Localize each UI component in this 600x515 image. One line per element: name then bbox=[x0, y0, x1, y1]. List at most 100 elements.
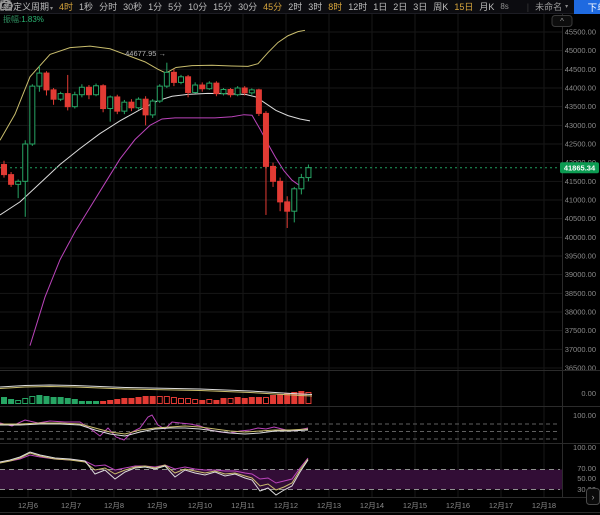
pane-axis-label: 100.00 bbox=[573, 411, 596, 420]
candle-body bbox=[50, 89, 57, 100]
volume-ma-white bbox=[0, 384, 313, 395]
chevron-up-icon: ^ bbox=[560, 17, 564, 26]
date-label: 12月9 bbox=[147, 501, 167, 510]
period-button-2日[interactable]: 2日 bbox=[393, 2, 408, 12]
candle-body bbox=[128, 101, 135, 109]
period-button-12时[interactable]: 12时 bbox=[348, 2, 368, 12]
workspace-name: 未命名 bbox=[535, 2, 563, 12]
candle-body bbox=[43, 72, 50, 91]
volume-bar bbox=[93, 401, 100, 404]
order-button[interactable]: 下单 bbox=[574, 0, 600, 14]
candle-body bbox=[156, 85, 163, 102]
price-axis-label: 44500.00 bbox=[565, 65, 596, 74]
price-axis-label: 39500.00 bbox=[565, 252, 596, 261]
candle-body bbox=[248, 89, 255, 94]
oscillator-magenta bbox=[0, 414, 309, 441]
chevron-down-icon: ▾ bbox=[50, 6, 54, 12]
price-axis-label: 36500.00 bbox=[565, 364, 596, 373]
candle-body bbox=[121, 101, 128, 112]
period-button-45分[interactable]: 45分 bbox=[263, 2, 283, 12]
candle-body bbox=[298, 177, 305, 190]
period-button-3时[interactable]: 3时 bbox=[308, 2, 323, 12]
band-upper_yellow bbox=[0, 29, 306, 141]
volume-bar bbox=[107, 400, 114, 404]
candle-body bbox=[8, 174, 15, 185]
volume-bar bbox=[71, 399, 78, 404]
candle-body bbox=[1, 164, 7, 176]
price-axis-label: 41500.00 bbox=[565, 177, 596, 186]
price-axis-label: 38000.00 bbox=[565, 308, 596, 317]
chevron-right-icon: › bbox=[592, 492, 595, 502]
candle-body bbox=[270, 165, 277, 182]
period-button-10分[interactable]: 10分 bbox=[188, 2, 208, 12]
volume-bar bbox=[36, 395, 43, 404]
date-label: 12月15 bbox=[403, 501, 427, 510]
volume-bar bbox=[50, 397, 57, 404]
volume-bar bbox=[277, 394, 284, 404]
period-button-15分[interactable]: 15分 bbox=[213, 2, 233, 12]
candle-body bbox=[185, 76, 192, 93]
candle-body bbox=[149, 100, 156, 116]
candle-body bbox=[305, 167, 312, 179]
period-button-30分[interactable]: 30分 bbox=[238, 2, 258, 12]
candle-body bbox=[192, 84, 199, 93]
period-button-15日[interactable]: 15日 bbox=[454, 2, 474, 12]
volume-bar bbox=[114, 399, 121, 404]
period-menu[interactable]: 自定义周期▾ bbox=[4, 0, 53, 13]
volume-bar bbox=[178, 398, 184, 404]
candle-body bbox=[93, 85, 100, 96]
candle-body bbox=[170, 71, 177, 83]
period-button-5分[interactable]: 5分 bbox=[168, 2, 183, 12]
band-middle_white bbox=[0, 92, 311, 216]
price-axis-label: 45000.00 bbox=[565, 46, 596, 55]
volume-bar bbox=[85, 401, 92, 404]
collapse-axis-button[interactable] bbox=[551, 15, 573, 27]
candle-body bbox=[22, 143, 29, 182]
period-button-4时[interactable]: 4时 bbox=[59, 2, 74, 12]
kdj-yellow bbox=[0, 452, 309, 491]
period-list: 4时 1秒 分时 30秒 1分 5分 10分 15分 30分 45分 2时 3时 8时 12时 1日 2日 3日… bbox=[59, 0, 500, 13]
period-button-分时[interactable]: 分时 bbox=[99, 2, 118, 12]
volume-bar bbox=[199, 400, 206, 404]
workspace-menu[interactable]: 未命名 ▾ bbox=[0, 0, 568, 13]
period-button-8时[interactable]: 8时 bbox=[328, 2, 343, 12]
high-annotation: 44677.95 → bbox=[125, 49, 166, 58]
candle-body bbox=[57, 93, 64, 100]
period-button-1分[interactable]: 1分 bbox=[148, 2, 163, 12]
toolbar-divider: | bbox=[526, 1, 530, 12]
fullscreen-icon bbox=[0, 0, 11, 11]
volume-ma-yellow bbox=[0, 385, 313, 397]
price-axis-label: 38500.00 bbox=[565, 289, 596, 298]
period-button-2时[interactable]: 2时 bbox=[288, 2, 303, 12]
period-button-30秒[interactable]: 30秒 bbox=[123, 2, 143, 12]
volume-bar bbox=[305, 392, 312, 404]
candle-body bbox=[241, 87, 248, 94]
candle-body bbox=[78, 86, 85, 96]
volume-bar bbox=[270, 395, 277, 404]
volume-bar bbox=[43, 396, 50, 404]
price-axis-label: 40000.00 bbox=[565, 233, 596, 242]
volume-bar bbox=[8, 399, 15, 404]
period-button-1日[interactable]: 1日 bbox=[373, 2, 388, 12]
candle-body bbox=[100, 85, 107, 110]
candle-body bbox=[135, 98, 142, 109]
volume-bar bbox=[298, 391, 305, 404]
volume-bar bbox=[170, 397, 177, 404]
price-axis-label: 37500.00 bbox=[565, 326, 596, 335]
period-button-3日[interactable]: 3日 bbox=[413, 2, 428, 12]
volume-bar bbox=[220, 398, 227, 404]
last-price-text: 41865.34 bbox=[564, 164, 596, 173]
candle-body bbox=[107, 96, 114, 110]
period-button-月K[interactable]: 月K bbox=[479, 2, 495, 12]
period-button-周K[interactable]: 周K bbox=[433, 2, 449, 12]
volume-bar bbox=[1, 397, 7, 404]
period-button-1秒[interactable]: 1秒 bbox=[79, 2, 94, 12]
candle-body bbox=[29, 85, 36, 145]
pane-axis-label: 100.00 bbox=[573, 443, 596, 452]
candle-body bbox=[284, 201, 291, 212]
volume-bar bbox=[192, 399, 199, 404]
date-label: 12月17 bbox=[489, 501, 513, 510]
pane-axis-label: 70.00 bbox=[577, 464, 596, 473]
